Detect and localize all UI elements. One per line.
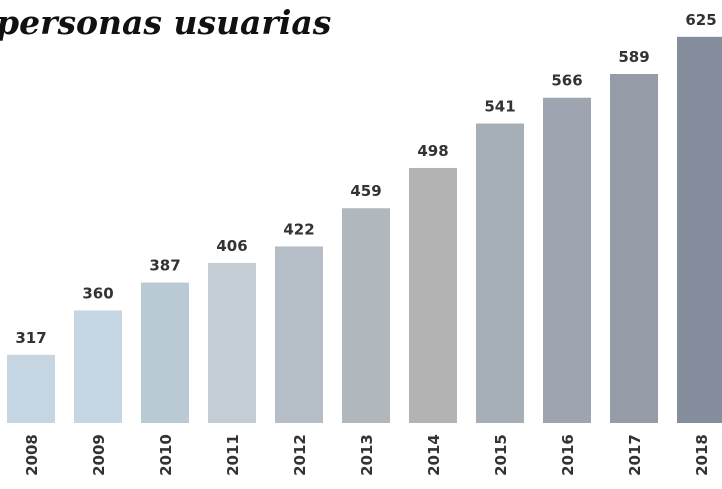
bar bbox=[610, 73, 658, 424]
x-tick-label: 2013 bbox=[358, 434, 376, 476]
x-tick-label: 2009 bbox=[90, 434, 108, 476]
x-tick-label: 2015 bbox=[492, 434, 510, 476]
bar bbox=[208, 262, 256, 423]
bar bbox=[74, 310, 122, 423]
bar bbox=[543, 97, 591, 423]
chart-title: personas usuarias bbox=[0, 3, 331, 42]
x-tick-label: 2008 bbox=[23, 434, 41, 476]
x-tick-label: 2018 bbox=[693, 434, 711, 476]
x-tick-label: 2017 bbox=[626, 434, 644, 476]
bar bbox=[342, 208, 390, 423]
x-tick-label: 2011 bbox=[224, 434, 242, 476]
value-label: 589 bbox=[618, 48, 649, 66]
bar bbox=[7, 354, 55, 423]
bar bbox=[677, 36, 722, 423]
value-label: 360 bbox=[82, 284, 113, 302]
value-label: 541 bbox=[484, 98, 515, 116]
bar bbox=[141, 282, 189, 423]
x-tick-label: 2014 bbox=[425, 434, 443, 476]
value-label: 317 bbox=[15, 329, 46, 347]
value-label: 625 bbox=[685, 11, 716, 29]
bar bbox=[409, 167, 457, 423]
x-tick-label: 2012 bbox=[291, 434, 309, 476]
value-label: 498 bbox=[417, 142, 448, 160]
bar bbox=[476, 123, 524, 423]
value-label: 459 bbox=[350, 182, 381, 200]
x-tick-label: 2010 bbox=[157, 434, 175, 476]
x-tick-label: 2016 bbox=[559, 434, 577, 476]
value-label: 387 bbox=[149, 257, 180, 275]
bar bbox=[275, 246, 323, 423]
value-label: 406 bbox=[216, 237, 247, 255]
value-label: 566 bbox=[551, 72, 582, 90]
value-label: 422 bbox=[283, 220, 314, 238]
